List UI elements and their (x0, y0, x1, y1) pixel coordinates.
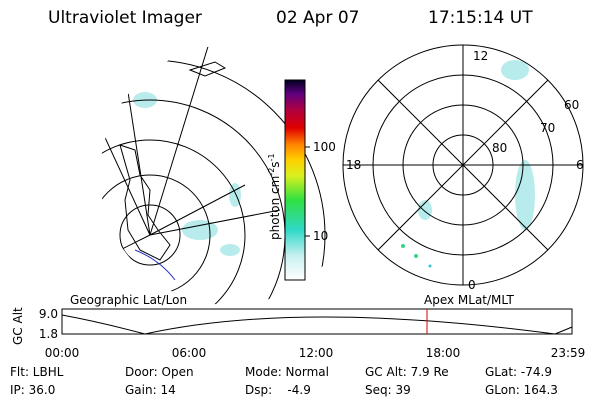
alt-tick: 1.8 (39, 327, 58, 341)
info-field: Seq: 39 (365, 383, 411, 397)
info-field: Dsp: -4.9 (245, 383, 311, 397)
lat-label: 70 (540, 121, 555, 135)
lat-label: 60 (564, 98, 579, 112)
right-label: Apex MLat/MLT (424, 293, 514, 307)
title: Ultraviolet Imager (48, 8, 202, 28)
info-field: Gain: 14 (125, 383, 176, 397)
cb-tick-label: 100 (313, 140, 336, 154)
cb-tick-label: 10 (313, 229, 328, 243)
mlt-label: 12 (473, 49, 488, 63)
mlt-label: 18 (346, 158, 361, 172)
time-tick: 18:00 (426, 346, 461, 360)
info-field: IP: 36.0 (10, 383, 55, 397)
time-tick: 00:00 (45, 346, 80, 360)
time-tick: 12:00 (299, 346, 334, 360)
color-bar (284, 79, 306, 281)
info-table: Flt: LBHL Door: Open Mode: Normal GC Alt: 7… (10, 365, 558, 397)
mlt-label: 0 (468, 278, 476, 292)
info-field: GC Alt: 7.9 Re (365, 365, 449, 379)
info-field: Flt: LBHL (10, 365, 64, 379)
time-tick: 06:00 (172, 346, 207, 360)
mlt-label: 6 (576, 158, 584, 172)
alt-label: GC Alt (11, 307, 25, 345)
alt-tick: 9.0 (39, 307, 58, 321)
info-field: GLat: -74.9 (485, 365, 552, 379)
date: 02 Apr 07 (276, 8, 359, 28)
info-field: Mode: Normal (245, 365, 329, 379)
left-label: Geographic Lat/Lon (70, 293, 187, 307)
cb-label: photon cm-2s-1 (267, 153, 282, 240)
time-tick: 23:59 (551, 346, 586, 360)
info-field: Door: Open (125, 365, 194, 379)
alt-curve (61, 314, 573, 335)
polar-plot (342, 44, 584, 286)
alt-frame (61, 308, 573, 335)
info-field: GLon: 164.3 (485, 383, 558, 397)
time: 17:15:14 UT (428, 8, 533, 28)
lat-label: 80 (492, 141, 507, 155)
